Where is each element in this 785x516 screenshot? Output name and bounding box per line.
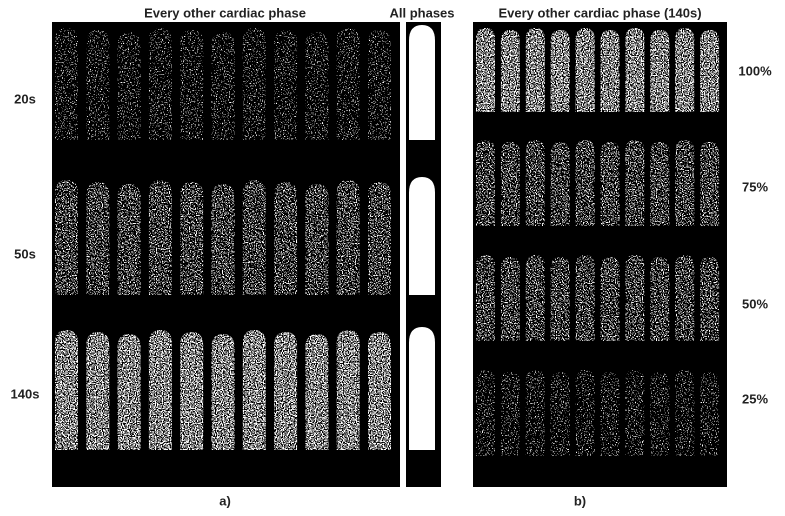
bullet-image [500,142,520,226]
row-label: 140s [11,386,40,401]
bullet-image [675,370,695,456]
panel-a-title: Every other cardiac phase [144,5,306,20]
bullet-image [650,372,670,456]
bullet-image [500,257,520,341]
bullet-image [211,32,235,140]
bullet-image [476,28,495,112]
caption: a) [219,493,231,508]
bullet-image [476,255,495,341]
bullet-image [476,140,495,226]
bullet-image [550,30,570,112]
bullet-image [409,25,435,140]
bullet-image [600,257,620,341]
bullet-image [55,180,78,295]
bullet-image [305,32,329,140]
bullet-image [625,28,645,112]
bullet-image [211,334,235,450]
bullet-image [148,330,172,450]
bullet-image [368,182,391,295]
caption: b) [574,493,586,508]
bullet-image [117,32,141,140]
row-label: 25% [742,391,768,406]
bullet-image [117,334,141,450]
bullet-image [180,182,204,295]
bullet-image [575,370,595,456]
row-label: 50s [14,246,36,261]
bullet-image [550,257,570,341]
bullet-image [625,255,645,341]
bullet-image [86,182,110,295]
row-label: 100% [738,63,772,78]
bullet-image [242,28,266,140]
bullet-image [86,332,110,450]
bullet-image [650,257,670,341]
bullet-image [211,184,235,295]
bullet-image [242,180,266,295]
bullet-image [476,370,495,456]
bullet-image [700,30,720,112]
speckle-shapes [55,25,720,456]
row-label: 75% [742,179,768,194]
bullet-image [575,255,595,341]
bullet-image [368,332,391,450]
bullet-image [274,332,298,450]
row-label: 50% [742,296,768,311]
bullet-image [700,372,720,456]
bullet-image [650,30,670,112]
bullet-image [525,370,545,456]
panel-b-title: Every other cardiac phase (140s) [498,5,701,20]
bullet-image [409,177,435,295]
bullet-image [368,30,391,140]
bullet-image [675,28,695,112]
bullet-image [409,327,435,450]
bullet-image [575,28,595,112]
bullet-image [525,28,545,112]
bullet-image [305,334,329,450]
bullet-image [525,255,545,341]
bullet-image [55,28,78,140]
bullet-image [500,30,520,112]
bullet-image [700,142,720,226]
bullet-image [575,140,595,226]
bullet-image [180,30,204,140]
bullet-image [625,140,645,226]
bullet-image [148,28,172,140]
bullet-image [525,140,545,226]
bullet-image [500,372,520,456]
bullet-image [55,330,78,450]
bullet-image [336,28,360,140]
bullet-image [242,330,266,450]
bullet-image [86,30,110,140]
bullet-image [180,332,204,450]
bullet-image [336,180,360,295]
bullet-image [550,142,570,226]
bullet-image [274,30,298,140]
row-label: 20s [14,91,36,106]
bullet-image [600,142,620,226]
bullet-image [600,372,620,456]
bullet-image [625,370,645,456]
bullet-image [600,30,620,112]
bullet-image [675,140,695,226]
bullet-image [700,257,720,341]
bullet-image [675,255,695,341]
bullet-image [148,180,172,295]
bullet-image [336,330,360,450]
bullet-image [117,184,141,295]
all-phases-title: All phases [389,5,454,20]
bullet-image [550,372,570,456]
bullet-image [305,184,329,295]
bullet-image [650,142,670,226]
bullet-image [274,182,298,295]
